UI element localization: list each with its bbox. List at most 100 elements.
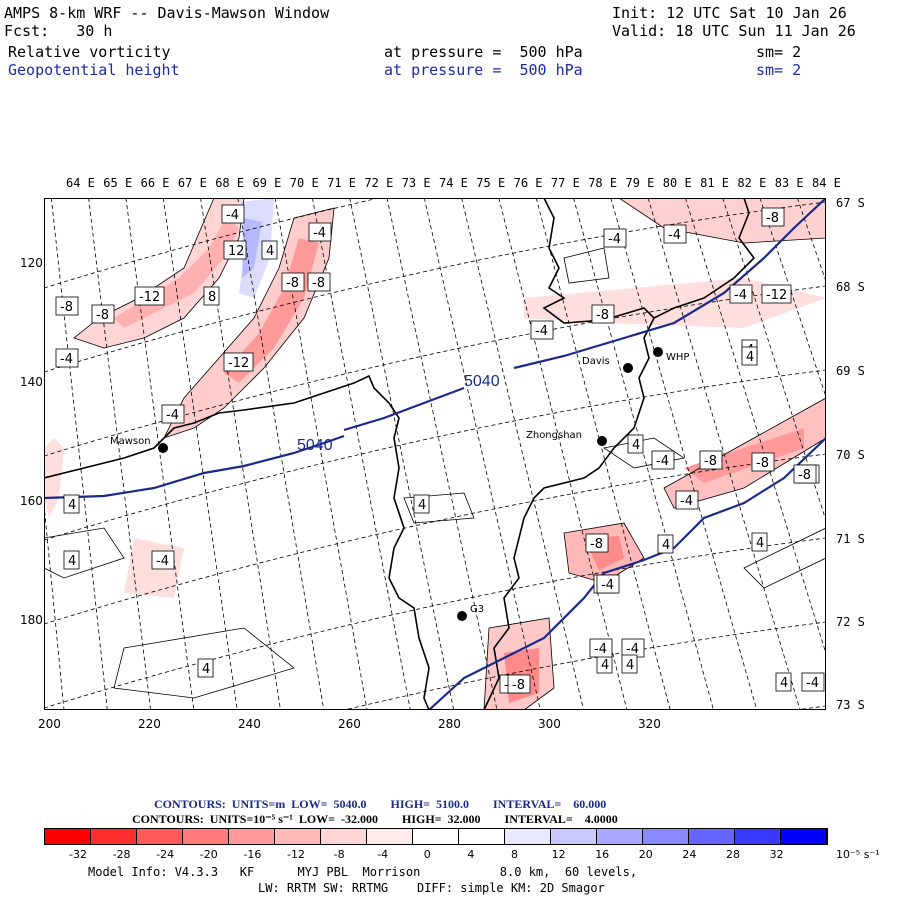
valid-time: Valid: 18 UTC Sun 11 Jan 26 bbox=[612, 22, 856, 40]
station-dot bbox=[597, 436, 607, 446]
meridian-line bbox=[535, 198, 671, 710]
colorbar-tick-label: 4 bbox=[467, 848, 475, 861]
grid-x-label: 220 bbox=[138, 717, 161, 731]
colorbar-tick-label: -16 bbox=[243, 848, 262, 861]
lon-label: 73 E bbox=[401, 176, 431, 190]
meridian-line bbox=[125, 198, 195, 710]
colorbar-tick-label: 12 bbox=[551, 848, 566, 861]
lon-label: 76 E bbox=[513, 176, 543, 190]
vorticity-contour-labels: -4 -8 -12 12 4 8 -4 -8 -12 -4 -8 -4 -8 -4 -4 -12 -8 -4 -4 -… bbox=[55, 204, 825, 694]
vorticity-label: -4 bbox=[621, 638, 645, 658]
colorbar-cell bbox=[551, 829, 597, 844]
vorticity-contours bbox=[44, 198, 826, 710]
vorticity-label: 4 bbox=[627, 434, 644, 454]
lat-label: 69 S bbox=[836, 364, 865, 378]
svg-text:-8: -8 bbox=[766, 211, 779, 226]
grid-y-label: 140 bbox=[20, 375, 43, 389]
colorbar-cell bbox=[275, 829, 321, 844]
lon-label: 75 E bbox=[476, 176, 506, 190]
svg-text:-12: -12 bbox=[228, 356, 249, 371]
height-contour-5040-mid bbox=[343, 386, 465, 432]
lon-label: 64 E bbox=[66, 176, 95, 190]
lon-label: 67 E bbox=[177, 176, 207, 190]
colorbar-cell bbox=[91, 829, 137, 844]
vorticity-label: 4 bbox=[63, 494, 80, 514]
grid-x-label: 280 bbox=[438, 717, 461, 731]
vorticity-label: 4 bbox=[741, 346, 758, 366]
vorticity-label: 4 bbox=[63, 550, 80, 570]
station-markers: Mawson Davis WHP Zhongshan G3 bbox=[110, 347, 689, 621]
svg-text:-8: -8 bbox=[512, 678, 525, 693]
vorticity-label: -8 bbox=[55, 296, 79, 316]
geopotential-height-contours bbox=[44, 198, 826, 710]
coastline bbox=[44, 198, 756, 710]
lat-label: 71 S bbox=[836, 532, 865, 546]
vorticity-label: -4 bbox=[308, 222, 332, 242]
vorticity-label: 4 bbox=[413, 494, 430, 514]
lon-label: 78 E bbox=[588, 176, 618, 190]
vorticity-label: -4 bbox=[675, 490, 699, 510]
station-dot bbox=[158, 443, 168, 453]
vorticity-label: -4 bbox=[663, 224, 687, 244]
colorbar-tick-label: -20 bbox=[199, 848, 218, 861]
colorbar-tick-label: -12 bbox=[287, 848, 305, 861]
contour-info-height: CONTOURS: UNITS=m LOW= 5040.0 HIGH= 5100… bbox=[154, 797, 607, 811]
lat-label: 72 S bbox=[836, 615, 865, 629]
map-frame bbox=[44, 198, 826, 710]
vorticity-label: -8 bbox=[699, 450, 723, 470]
vorticity-label: -8 bbox=[751, 452, 775, 472]
lon-label: 80 E bbox=[662, 176, 692, 190]
vorticity-label: 12 bbox=[223, 240, 247, 260]
svg-text:4: 4 bbox=[756, 536, 764, 551]
colorbar-unit: 10⁻⁵ s⁻¹ bbox=[836, 848, 880, 861]
grid-y-label: 160 bbox=[20, 494, 43, 508]
vorticity-label: -8 bbox=[585, 533, 609, 553]
grid-x-label: 200 bbox=[38, 717, 61, 731]
colorbar-tick-label: -8 bbox=[333, 848, 345, 861]
height-contour-5040-west bbox=[44, 434, 345, 500]
grid-x-label: 260 bbox=[338, 717, 361, 731]
svg-text:-4: -4 bbox=[156, 554, 169, 569]
vorticity-label: -4 bbox=[729, 284, 753, 304]
meridian-line bbox=[610, 198, 758, 710]
colorbar-tick-label: 16 bbox=[595, 848, 610, 861]
lat-label: 67 S bbox=[836, 196, 865, 210]
vorticity-label: -8 bbox=[91, 304, 115, 324]
parallel-line bbox=[44, 369, 826, 541]
svg-text:-4: -4 bbox=[626, 642, 639, 657]
meridian-line bbox=[461, 198, 584, 710]
vorticity-label: -4 bbox=[801, 672, 825, 692]
vorticity-label: 4 bbox=[751, 532, 768, 552]
svg-text:-8: -8 bbox=[756, 456, 769, 471]
colorbar-cell bbox=[597, 829, 643, 844]
lon-label: 65 E bbox=[103, 176, 133, 190]
svg-text:4: 4 bbox=[601, 658, 609, 673]
height-contour-5040-east bbox=[513, 198, 826, 370]
vorticity-label: -8 bbox=[281, 272, 305, 292]
lon-label: 70 E bbox=[289, 176, 319, 190]
colorbar-cell bbox=[413, 829, 459, 844]
svg-text:-8: -8 bbox=[798, 468, 811, 483]
svg-text:-4: -4 bbox=[601, 578, 614, 593]
height-label-5040-west: 5040 bbox=[297, 437, 333, 454]
svg-text:4: 4 bbox=[746, 350, 754, 365]
vorticity-shading bbox=[44, 198, 826, 710]
colorbar bbox=[44, 828, 828, 845]
contour-line bbox=[483, 617, 555, 710]
svg-text:-8: -8 bbox=[96, 308, 109, 323]
meridian-line bbox=[423, 198, 541, 710]
svg-text:-4: -4 bbox=[535, 324, 548, 339]
vorticity-label: -4 bbox=[596, 574, 620, 594]
map-plot: Mawson Davis WHP Zhongshan G3 5040 5040 -4 -8… bbox=[44, 198, 826, 710]
meridian-line bbox=[50, 198, 108, 710]
lon-label: 74 E bbox=[439, 176, 468, 190]
svg-text:-12: -12 bbox=[139, 290, 160, 305]
colorbar-tick-label: 28 bbox=[726, 848, 740, 861]
meridian-line bbox=[498, 198, 628, 710]
station-label: Mawson bbox=[110, 436, 151, 447]
svg-text:-4: -4 bbox=[680, 494, 693, 509]
svg-text:-8: -8 bbox=[704, 454, 717, 469]
vorticity-label: -4 bbox=[603, 228, 627, 248]
contour-line bbox=[743, 527, 826, 589]
colorbar-cell bbox=[229, 829, 275, 844]
